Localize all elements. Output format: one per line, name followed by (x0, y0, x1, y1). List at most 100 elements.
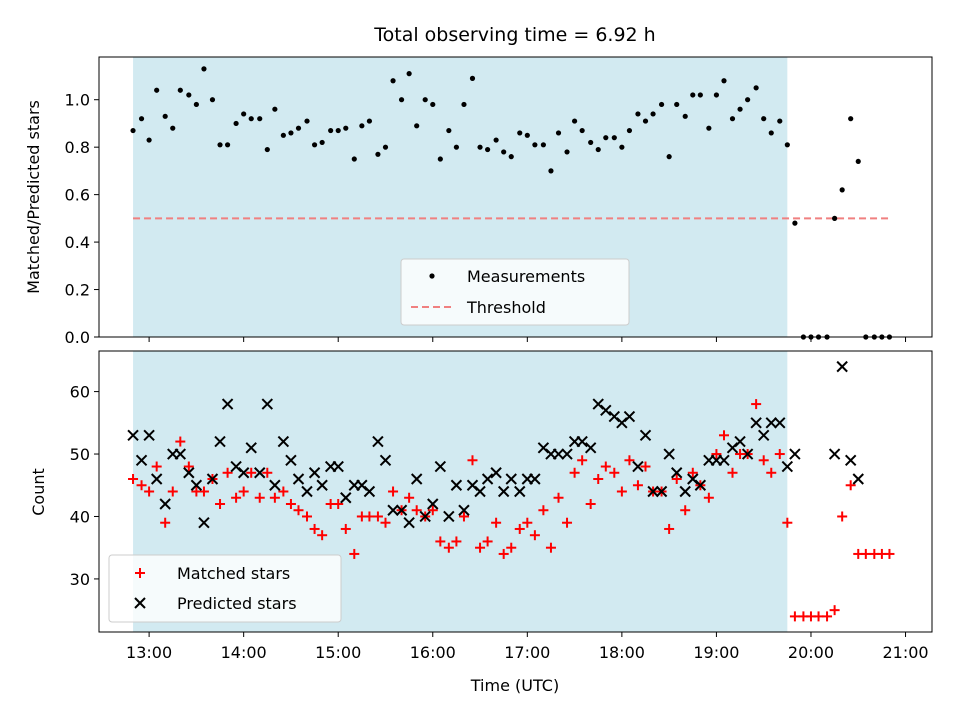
matched-star-point (640, 461, 651, 472)
matched-star-point (514, 523, 525, 534)
measurement-point (493, 137, 499, 143)
measurement-point (666, 154, 672, 160)
measurement-point (485, 146, 491, 153)
matched-star-point (600, 461, 611, 472)
measurement-point (588, 139, 594, 146)
predicted-star-point (261, 398, 274, 410)
predicted-star-point (552, 448, 565, 460)
ytick-label: 30 (70, 570, 90, 589)
matched-star-point (388, 486, 399, 497)
matched-star-point (435, 536, 446, 547)
measurement-point (745, 97, 751, 103)
bottom-series-predicted (127, 360, 864, 529)
predicted-star-point (379, 454, 392, 466)
predicted-star-point (387, 504, 399, 516)
predicted-star-point (198, 517, 210, 529)
predicted-star-point (292, 473, 305, 485)
top-ylabel: Matched/Predicted stars (24, 100, 43, 294)
measurement-point (280, 132, 286, 138)
predicted-star-point (395, 504, 408, 516)
matched-star-point (671, 474, 682, 485)
matched-star-point (545, 542, 556, 553)
matched-star-point (317, 530, 328, 541)
predicted-star-point (718, 454, 730, 466)
matched-star-point (160, 517, 171, 528)
measurement-point (619, 144, 625, 150)
matched-star-point (467, 455, 478, 466)
predicted-star-point (245, 442, 257, 454)
measurement-point (571, 118, 578, 124)
matched-star-point (860, 548, 871, 559)
matched-star-point (238, 486, 249, 497)
matched-star-point (718, 430, 729, 441)
predicted-star-point (277, 435, 290, 448)
predicted-star-point (765, 417, 777, 429)
predicted-star-point (410, 473, 423, 485)
matched-star-point (128, 474, 139, 485)
measurement-point (848, 116, 854, 122)
top-points (130, 66, 893, 340)
measurement-point (224, 142, 231, 148)
matched-star-point (262, 467, 273, 478)
measurement-point (351, 156, 357, 162)
predicted-star-point (372, 435, 384, 448)
ytick-label: 0.6 (65, 186, 90, 205)
predicted-star-point (143, 429, 155, 442)
predicted-star-point (639, 429, 652, 442)
measurement-point (832, 215, 838, 221)
measurement-point (366, 118, 373, 124)
matched-star-point (302, 511, 313, 522)
matched-star-point (309, 523, 320, 534)
legend-label-predicted: Predicted stars (177, 594, 297, 613)
matched-star-point (687, 467, 698, 478)
matched-star-point (151, 461, 162, 472)
ytick-label: 0.0 (65, 328, 90, 347)
measurement-point (138, 116, 145, 122)
predicted-star-point (403, 517, 415, 529)
ytick-label: 1.0 (65, 91, 90, 110)
predicted-star-point (458, 504, 470, 516)
predicted-star-point (450, 479, 463, 491)
measurement-point (564, 149, 570, 155)
matched-star-point (616, 486, 627, 497)
predicted-star-point (214, 435, 226, 448)
measurement-point (855, 158, 861, 165)
predicted-star-point (679, 485, 691, 498)
matched-star-point (837, 511, 848, 522)
measurement-point (406, 71, 412, 77)
measurement-point (177, 87, 183, 93)
measurement-point (390, 78, 396, 84)
measurement-point (642, 118, 649, 124)
predicted-star-point (632, 460, 644, 473)
predicted-star-point (781, 460, 794, 473)
matched-star-point (522, 517, 533, 528)
measurement-point (130, 127, 136, 134)
predicted-star-point (647, 485, 659, 498)
predicted-star-point (734, 435, 746, 448)
predicted-star-point (340, 492, 352, 504)
matched-star-point (427, 505, 438, 516)
measurement-point (304, 118, 310, 124)
predicted-star-point (497, 485, 510, 498)
measurement-point (437, 156, 443, 162)
matched-star-point (593, 474, 604, 485)
bottom-xlabel: Time (UTC) (470, 676, 559, 695)
matched-star-point (577, 455, 588, 466)
measurement-point (272, 106, 278, 112)
measurement-point (328, 127, 334, 134)
matched-star-point (498, 548, 509, 559)
matched-star-point (711, 449, 722, 460)
measurement-point (548, 168, 554, 174)
measurement-point (162, 113, 168, 119)
matched-star-point (529, 530, 540, 541)
predicted-star-point (576, 435, 588, 448)
matched-star-point (482, 536, 493, 547)
measurement-point (626, 127, 633, 134)
ytick-label: 40 (70, 507, 90, 526)
matched-star-point (680, 505, 691, 516)
ytick-label: 0.8 (65, 138, 90, 157)
matched-star-point (246, 467, 257, 478)
predicted-star-point (427, 498, 439, 510)
measurement-point (311, 142, 318, 148)
measurement-point (430, 101, 436, 108)
